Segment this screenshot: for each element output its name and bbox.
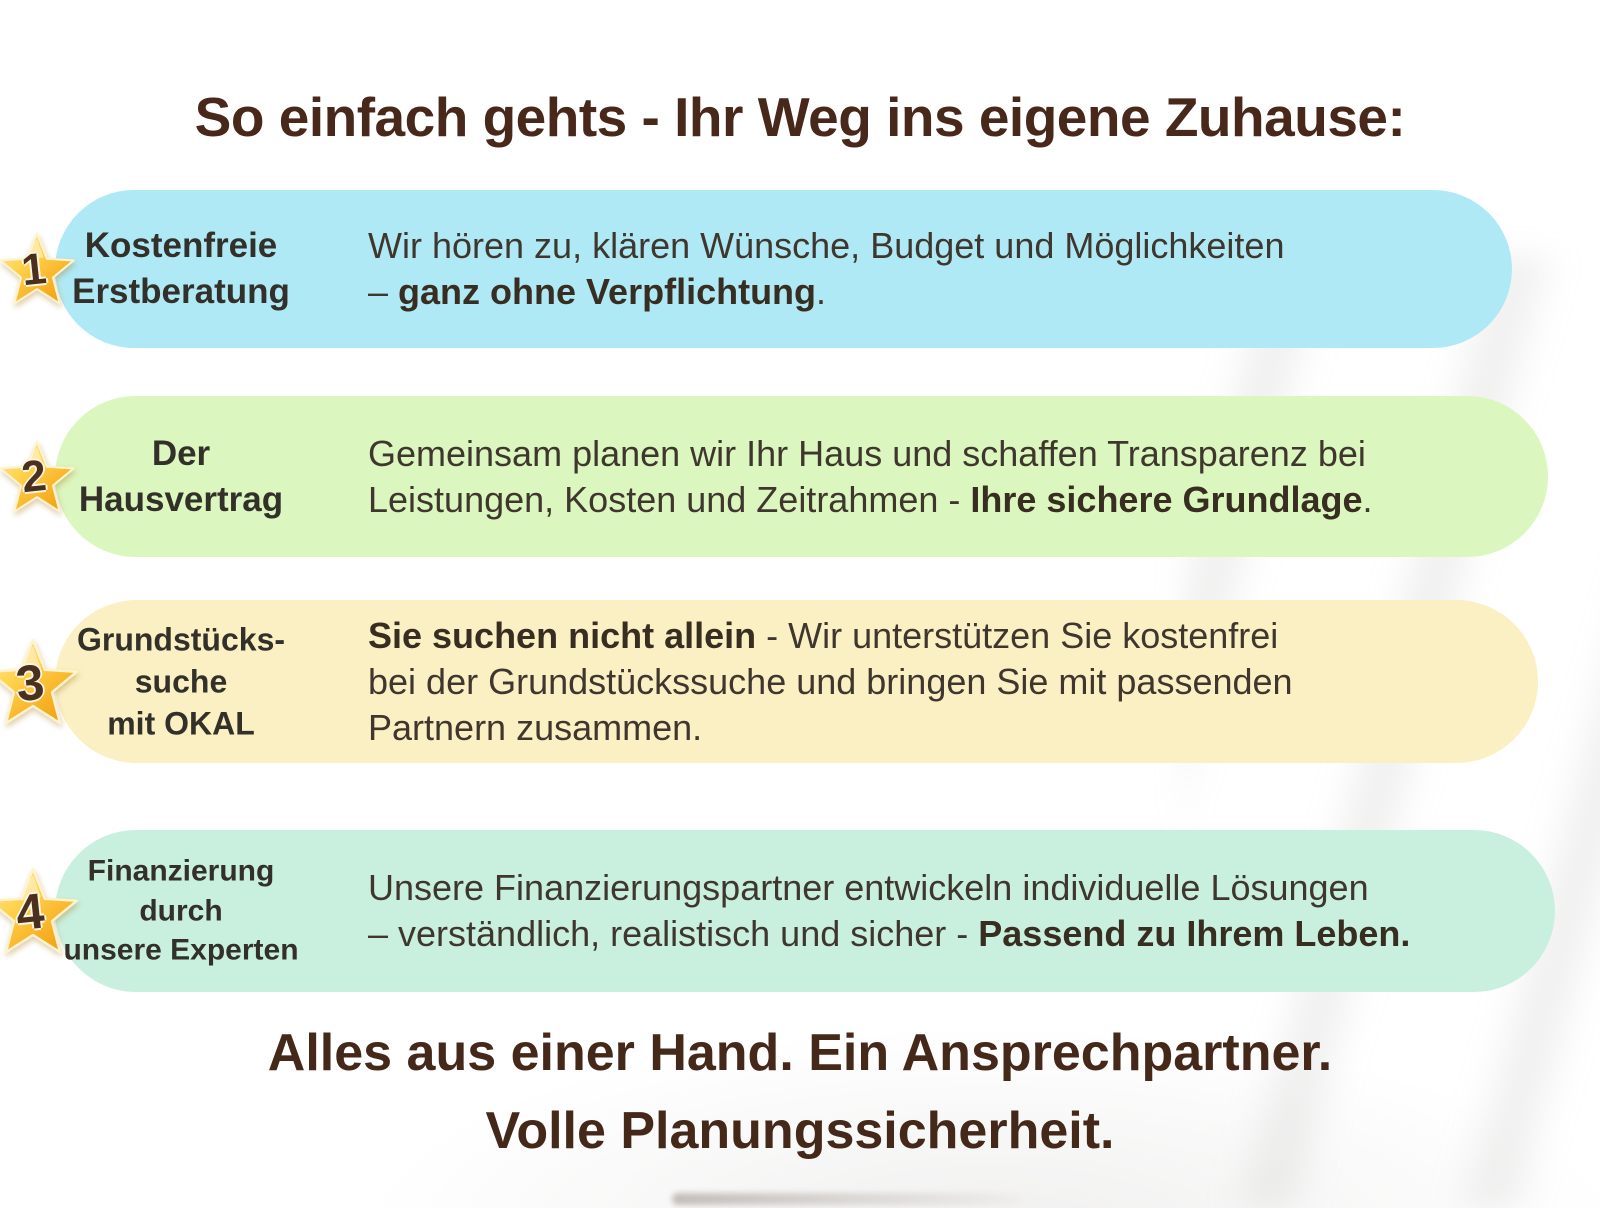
footer-line-1: Alles aus einer Hand. Ein Ansprechpartne… bbox=[267, 1024, 1333, 1082]
footer-claim: Alles aus einer Hand. Ein Ansprechpartne… bbox=[0, 1014, 1600, 1170]
step-number-badge: 4 bbox=[0, 861, 83, 961]
page-title: So einfach gehts - Ihr Weg ins eigene Zu… bbox=[194, 85, 1406, 148]
star-icon bbox=[0, 440, 75, 513]
step-number-badge: 1 bbox=[0, 227, 79, 311]
step-card: 3 Grundstücks-suche mit OKAL Sie suchen n… bbox=[0, 600, 1538, 763]
star-icon bbox=[0, 232, 75, 305]
step-description: Sie suchen nicht allein - Wir unterstütz… bbox=[368, 614, 1293, 748]
step-description: Wir hören zu, klären Wünsche, Budget und… bbox=[368, 225, 1285, 312]
footer-line-2: Volle Planungssicherheit. bbox=[485, 1102, 1115, 1160]
step-description: Unsere Finanzierungspartner entwickeln i… bbox=[368, 867, 1411, 954]
step-card: 2 Der Hausvertrag Gemeinsam planen wir Ih… bbox=[0, 396, 1548, 557]
step-title: Kostenfreie Erstberatung bbox=[72, 225, 290, 311]
star-icon bbox=[0, 638, 78, 724]
step-number: 3 bbox=[13, 653, 47, 712]
step-card: 4 Finanzierung durch unsere Experten Unser… bbox=[0, 830, 1555, 992]
bottom-cropped-element bbox=[672, 1193, 1022, 1205]
step-description: Gemeinsam planen wir Ihr Haus und schaff… bbox=[368, 432, 1373, 520]
step-number: 4 bbox=[13, 882, 47, 942]
step-card: 1 Kostenfreie Erstberatung Wir hören zu, … bbox=[0, 190, 1512, 348]
step-number-badge: 2 bbox=[0, 435, 79, 519]
step-title: Grundstücks-suche mit OKAL bbox=[76, 621, 286, 742]
step-title: Finanzierung durch unsere Experten bbox=[63, 854, 299, 967]
step-title: Der Hausvertrag bbox=[78, 433, 284, 519]
step-number-badge: 3 bbox=[0, 632, 83, 732]
star-icon bbox=[0, 867, 78, 954]
